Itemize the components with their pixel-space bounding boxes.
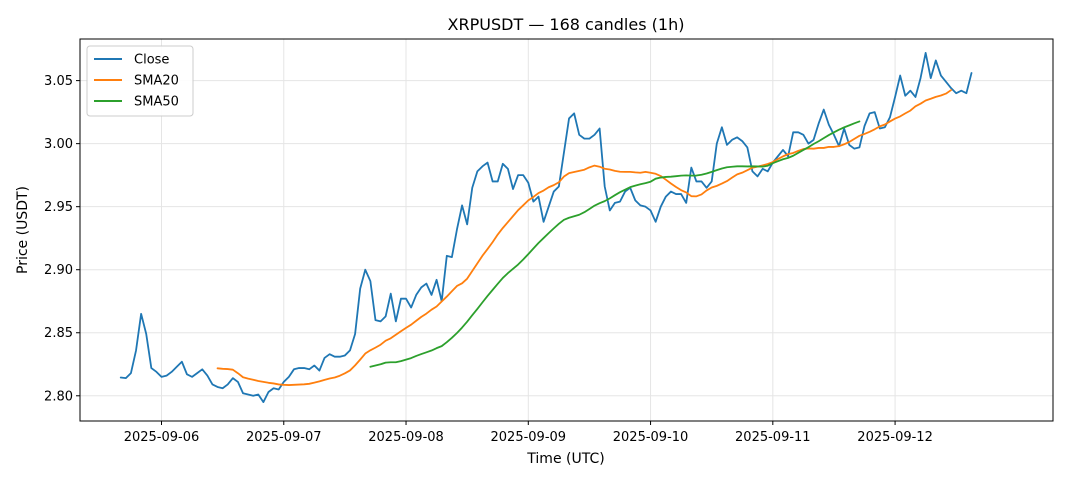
legend-box bbox=[86, 45, 194, 117]
x-axis-label: Time (UTC) bbox=[526, 451, 604, 467]
y-tick-label: 3.05 bbox=[44, 74, 73, 89]
y-tick-label: 2.85 bbox=[44, 326, 73, 341]
legend-label-close: Close bbox=[134, 53, 169, 68]
x-tick-label: 2025-09-10 bbox=[613, 430, 689, 445]
y-tick-label: 2.95 bbox=[44, 200, 73, 215]
y-tick-label: 2.80 bbox=[44, 389, 73, 404]
y-tick-label: 3.00 bbox=[44, 137, 73, 152]
legend-label-sma50: SMA50 bbox=[134, 95, 179, 110]
tick-layer: 2025-09-06 2025-09-07 2025-09-08 2025-09-09… bbox=[44, 74, 933, 445]
x-tick-label: 2025-09-09 bbox=[491, 430, 567, 445]
series-line-sma20 bbox=[216, 89, 953, 386]
x-tick-label: 2025-09-07 bbox=[246, 430, 322, 445]
series-layer bbox=[119, 51, 973, 403]
x-tick-label: 2025-09-08 bbox=[368, 430, 444, 445]
y-axis-label: Price (USDT) bbox=[15, 186, 31, 274]
legend-label-sma20: SMA20 bbox=[134, 74, 179, 89]
chart-title: XRPUSDT — 168 candles (1h) bbox=[448, 15, 685, 34]
legend: Close SMA20 SMA50 bbox=[86, 45, 194, 117]
grid-layer bbox=[80, 39, 1053, 421]
x-tick-label: 2025-09-06 bbox=[124, 430, 200, 445]
series-line-close bbox=[119, 51, 973, 403]
plot-frame bbox=[79, 38, 1054, 422]
y-tick-label: 2.90 bbox=[44, 263, 73, 278]
x-tick-label: 2025-09-12 bbox=[857, 430, 933, 445]
series-line-sma50 bbox=[369, 120, 861, 368]
x-tick-label: 2025-09-11 bbox=[735, 430, 811, 445]
